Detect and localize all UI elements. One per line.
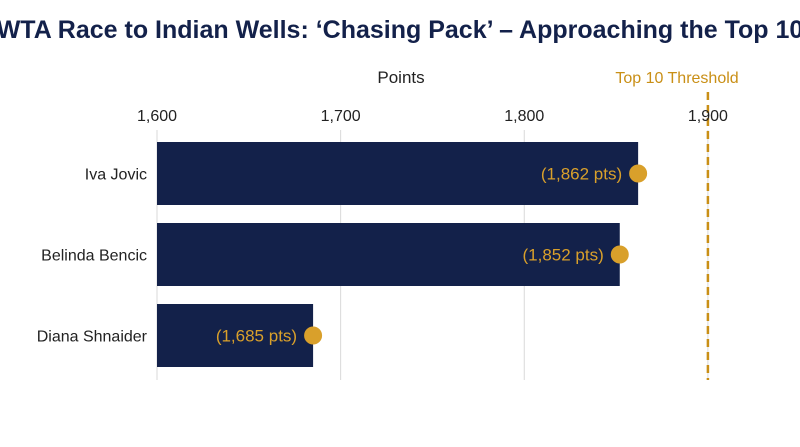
bar bbox=[157, 304, 314, 367]
x-axis-label: Points bbox=[377, 68, 424, 87]
chart-title: WTA Race to Indian Wells: ‘Chasing Pack’… bbox=[0, 16, 800, 44]
category-labels: Iva Jovic Belinda Bencic Diana Shnaider bbox=[37, 167, 148, 346]
bar-end-marker bbox=[629, 164, 648, 183]
data-label: (1,685 pts) bbox=[216, 327, 297, 346]
x-tick-label: 1,600 bbox=[137, 108, 177, 125]
category-label: Diana Shnaider bbox=[37, 329, 148, 346]
x-tick-label: 1,700 bbox=[321, 108, 361, 125]
category-label: Iva Jovic bbox=[85, 167, 147, 184]
x-tick-labels: 1,600 1,700 1,800 1,900 bbox=[137, 108, 728, 125]
x-tick-label: 1,800 bbox=[504, 108, 544, 125]
x-tick-label: 1,900 bbox=[688, 108, 728, 125]
bars-layer: (1,862 pts) (1,852 pts) (1,685 pts) bbox=[157, 142, 648, 367]
data-label: (1,862 pts) bbox=[541, 165, 622, 184]
bar bbox=[157, 223, 620, 286]
category-label: Belinda Bencic bbox=[41, 248, 147, 265]
bar bbox=[157, 142, 639, 205]
bar-end-marker bbox=[304, 326, 323, 345]
threshold-label: Top 10 Threshold bbox=[615, 70, 738, 87]
data-label: (1,852 pts) bbox=[522, 246, 603, 265]
bar-end-marker bbox=[610, 245, 629, 264]
